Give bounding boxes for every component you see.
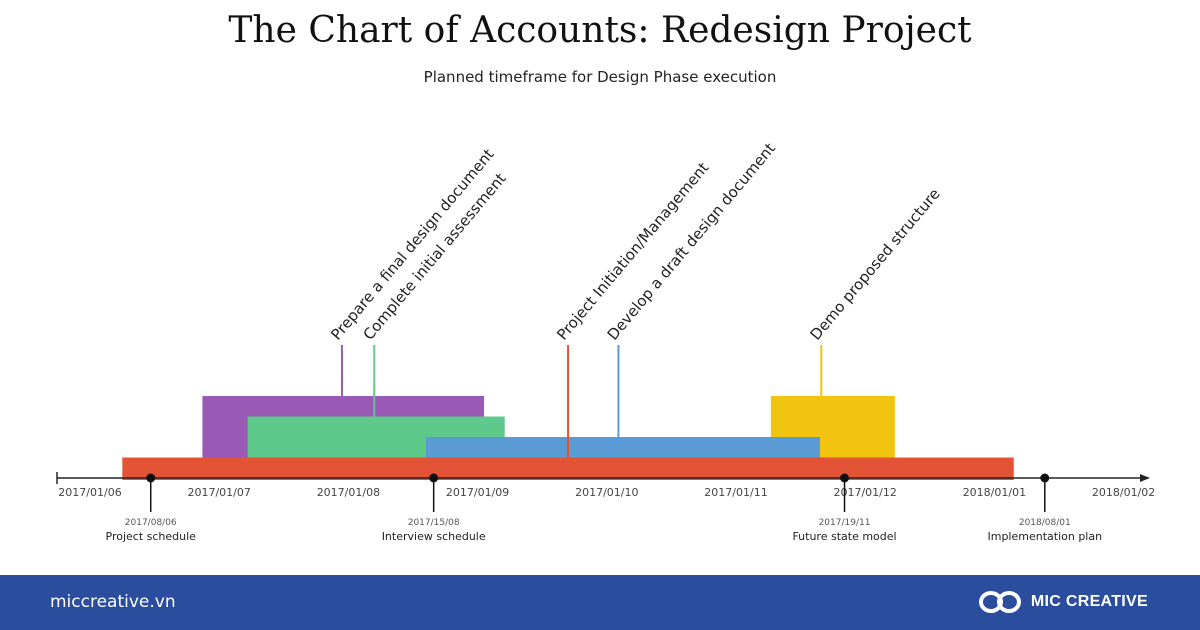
timeline-axis: 2017/01/06 2017/01/07 2017/01/08 2017/01/09… [56,472,1155,499]
milestones-layer: 2017/08/06 Project schedule 2017/15/08 Inte… [106,473,1102,543]
milestone-date-3: 2018/08/01 [1019,518,1071,528]
footer-bar: miccreative.vn MIC CREATIVE [0,575,1200,630]
tick-label-1: 2017/01/07 [187,486,250,499]
tick-label-5: 2017/01/11 [704,486,767,499]
mic-creative-logo-icon [978,591,1021,613]
milestone-dot-2 [840,473,850,483]
brand[interactable]: MIC CREATIVE [977,589,1148,615]
milestone-name-1: Interview schedule [382,530,486,543]
chart-title: The Chart of Accounts: Redesign Project [228,10,972,51]
connectors-layer [340,345,823,458]
tick-label-8: 2018/01/02 [1092,486,1155,499]
milestone-date-0: 2017/08/06 [125,518,177,528]
tick-label-2: 2017/01/08 [317,486,380,499]
task-label-0: Prepare a final design document [327,145,497,343]
tick-label-0: 2017/01/06 [58,486,121,499]
tick-label-6: 2017/01/12 [833,486,896,499]
chart-subtitle: Planned timeframe for Design Phase execu… [423,68,777,86]
brand-name: MIC CREATIVE [1030,593,1148,610]
milestone-dot-3 [1040,473,1050,483]
task-label-4: Demo proposed structure [807,185,944,344]
milestone-name-2: Future state model [792,530,896,543]
task-bar-3 [425,437,820,459]
milestone-name-0: Project schedule [106,530,197,543]
timeline-chart: Prepare a final design documentComplete … [56,139,1155,543]
milestone-date-1: 2017/15/08 [408,518,460,528]
task-label-1: Complete initial assessment [360,170,510,344]
task-labels-layer: Prepare a final design documentComplete … [327,139,944,343]
website-link[interactable]: miccreative.vn [50,592,176,612]
tick-label-7: 2018/01/01 [963,486,1026,499]
milestone-name-3: Implementation plan [987,530,1102,543]
tick-label-3: 2017/01/09 [446,486,509,499]
milestone-date-2: 2017/19/11 [819,518,871,528]
milestone-dot-0 [146,473,156,483]
bars-layer [122,396,1014,480]
axis-arrow-icon [1140,474,1150,482]
task-bar-4 [122,457,1014,480]
tick-label-4: 2017/01/10 [575,486,638,499]
milestone-dot-1 [429,473,439,483]
